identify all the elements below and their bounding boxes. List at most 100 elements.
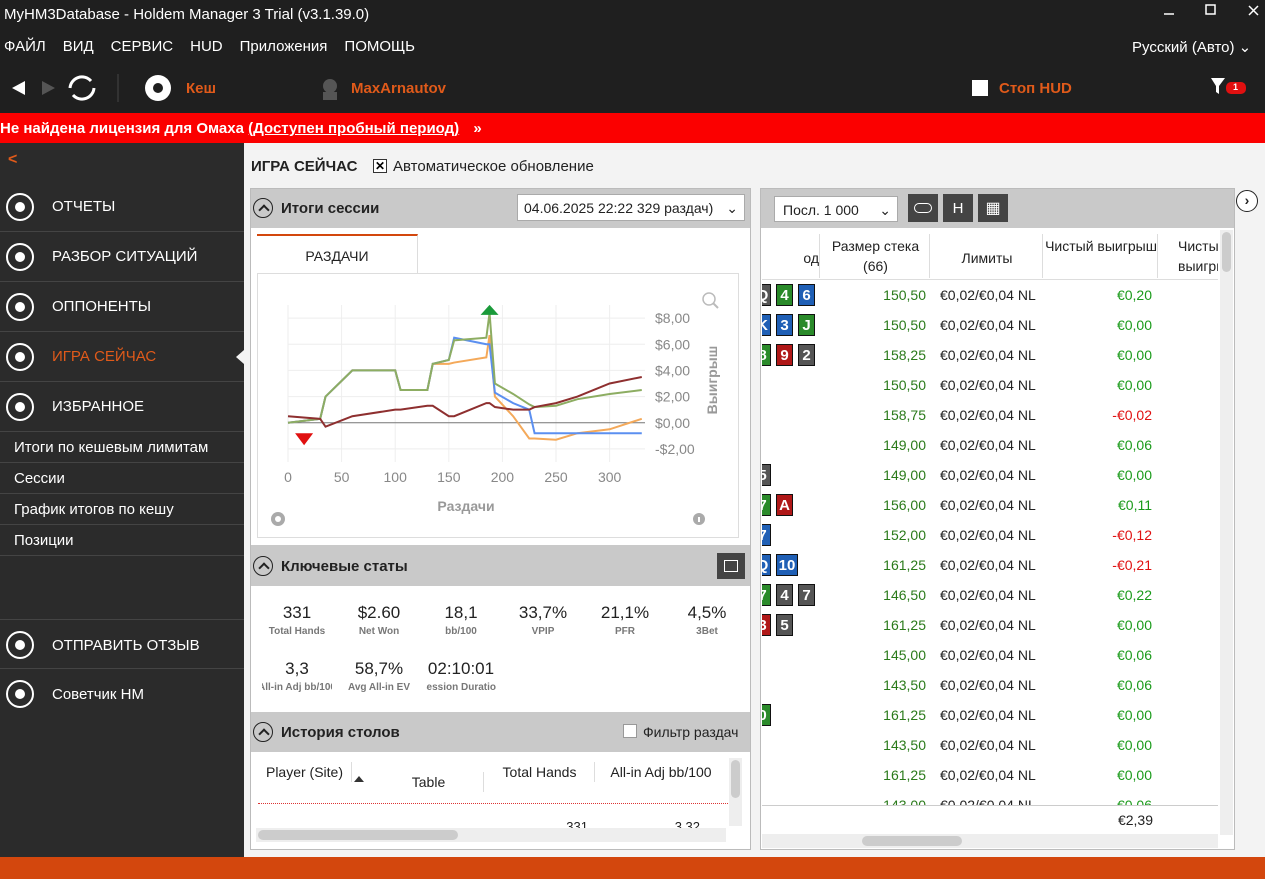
limit-cell: €0,02/€0,04 NL <box>940 377 1036 393</box>
stack-cell: 149,00 <box>883 437 926 453</box>
limit-cell: €0,02/€0,04 NL <box>940 617 1036 633</box>
toolbar-icons <box>12 74 1246 102</box>
card: 10 <box>776 554 798 576</box>
limit-cell: €0,02/€0,04 NL <box>940 737 1036 753</box>
hands-hscroll[interactable] <box>762 834 1218 848</box>
card: 9 <box>776 344 793 366</box>
card: 7 <box>762 584 771 606</box>
menu-bar: ФАЙЛ ВИД СЕРВИС HUD Приложения ПОМОЩЬ <box>4 38 415 55</box>
net-cell: €0,00 <box>1116 767 1152 783</box>
grid-button[interactable]: ▦ <box>978 194 1008 222</box>
nav-item[interactable]: ОППОНЕНТЫ <box>0 282 244 332</box>
replay-button[interactable] <box>908 194 938 222</box>
sub-nav-item[interactable]: Итоги по кешевым лимитам <box>0 432 244 463</box>
stack-cell: 161,25 <box>883 617 926 633</box>
stack-cell: 161,25 <box>883 767 926 783</box>
stat-value: 331 <box>282 603 312 622</box>
icon-shape <box>6 243 34 271</box>
limit-cell: €0,02/€0,04 NL <box>940 767 1036 783</box>
stat-label: Total Hands <box>268 626 326 637</box>
cell: 331 <box>566 819 588 828</box>
limit-cell: €0,02/€0,04 NL <box>940 587 1036 603</box>
stat-value: 33,7% <box>518 603 568 622</box>
stat-value: 21,1% <box>600 603 650 622</box>
range-select[interactable]: Посл. 1 000 ⌄ <box>774 196 898 222</box>
cash-button[interactable]: Кеш <box>186 80 216 97</box>
window-controls[interactable] <box>1150 0 1265 30</box>
card: 8 <box>762 344 771 366</box>
stack-cell: 161,25 <box>883 707 926 723</box>
menu-item[interactable]: СЕРВИС <box>110 38 174 55</box>
stat-label: Session Duration <box>426 682 496 693</box>
hands-table: од Размер стека (66) Лимиты Чистый выигрыш Ч… <box>762 230 1218 805</box>
nav-item[interactable]: РАЗБОР СИТУАЦИЙ <box>0 232 244 282</box>
icon-shape <box>15 202 25 212</box>
banner-link[interactable]: (Доступен пробный период) <box>248 120 460 137</box>
window-title: MyHM3Database - Holdem Manager 3 Trial (… <box>4 6 370 23</box>
expand-button[interactable]: › <box>1236 190 1258 212</box>
card: 3 <box>762 614 771 636</box>
menu-item[interactable]: ФАЙЛ <box>4 38 46 55</box>
banner-arrow[interactable]: » <box>473 120 482 137</box>
layout-button[interactable] <box>717 553 745 579</box>
net-cell: €0,00 <box>1116 617 1152 633</box>
auto-refresh-check[interactable]: ✕ <box>373 159 387 173</box>
stack-cell: 145,00 <box>883 647 926 663</box>
menu-item[interactable]: ВИД <box>62 38 94 55</box>
session-selector-text: 04.06.2025 22:22 329 раздач) <box>524 200 714 216</box>
stat-label: VPIP <box>531 626 555 637</box>
sub-nav-item[interactable]: Сессии <box>0 463 244 494</box>
series-line <box>287 312 642 424</box>
history-hscroll[interactable] <box>256 828 726 842</box>
card: 7 <box>798 584 815 606</box>
stop-hud[interactable]: Стоп HUD <box>999 80 1072 97</box>
nav-label: ОТПРАВИТЬ ОТЗЫВ <box>52 637 200 654</box>
card: 5 <box>776 614 793 636</box>
net-cell: €0,06 <box>1116 437 1152 453</box>
icon-shape <box>6 680 34 708</box>
language-select[interactable]: Русский (Авто) ⌄ <box>1132 39 1252 56</box>
nav-icon <box>6 243 34 271</box>
card: J <box>798 314 815 336</box>
menu-item[interactable]: Приложения <box>239 38 328 55</box>
nav-item[interactable]: ИГРА СЕЙЧАС <box>0 332 244 382</box>
column-header: Чистый выигрыш <box>1045 234 1158 278</box>
nav-item[interactable]: ОТЧЕТЫ <box>0 182 244 232</box>
history-vscroll[interactable] <box>729 758 742 826</box>
h-button[interactable]: H <box>943 194 973 222</box>
stat-label: Avg All-in EV <box>347 682 411 693</box>
nav-item[interactable]: ИЗБРАННОЕ <box>0 382 244 432</box>
collapse-arrow[interactable]: < <box>8 151 18 168</box>
limit-cell: €0,02/€0,04 NL <box>940 317 1036 333</box>
sub-nav-label: Итоги по кешевым лимитам <box>14 439 209 456</box>
card: 3 <box>776 314 793 336</box>
menu-item[interactable]: ПОМОЩЬ <box>344 38 415 55</box>
license-banner: Не найдена лицензия для Омаха (Доступен … <box>0 113 1265 143</box>
y-tick-label: $6,00 <box>655 336 690 352</box>
card: 5 <box>762 464 771 486</box>
limit-cell: €0,02/€0,04 NL <box>940 677 1036 693</box>
card: 4 <box>776 584 793 606</box>
menu-item[interactable]: HUD <box>190 38 223 55</box>
hand-filter[interactable]: Фильтр раздач <box>643 724 739 740</box>
icon-shape <box>15 689 25 699</box>
history-title: История столов <box>281 724 400 741</box>
sub-nav-item[interactable]: Позиции <box>0 525 244 556</box>
limit-cell: €0,02/€0,04 NL <box>940 557 1036 573</box>
card: 4 <box>776 284 793 306</box>
session-selector[interactable]: 04.06.2025 22:22 329 раздач) ⌄ <box>517 194 745 221</box>
auto-refresh-label: Автоматическое обновление <box>393 158 594 175</box>
tab-hands[interactable]: РАЗДАЧИ <box>257 234 418 273</box>
nav-item[interactable]: Советчик HM <box>0 668 244 717</box>
sub-nav-item[interactable]: График итогов по кешу <box>0 494 244 525</box>
stat-label: PFR <box>615 626 635 637</box>
x-tick-label: 0 <box>284 469 292 485</box>
hands-vscroll[interactable] <box>1220 230 1233 835</box>
stack-cell: 150,50 <box>883 287 926 303</box>
nav-item[interactable]: ОТПРАВИТЬ ОТЗЫВ <box>0 619 244 668</box>
stat-value: 3,3 <box>285 659 309 678</box>
stack-cell: 143,50 <box>883 677 926 693</box>
limit-cell: €0,02/€0,04 NL <box>940 647 1036 663</box>
player-name[interactable]: MaxArnautov <box>351 80 447 97</box>
card: A <box>776 494 793 516</box>
